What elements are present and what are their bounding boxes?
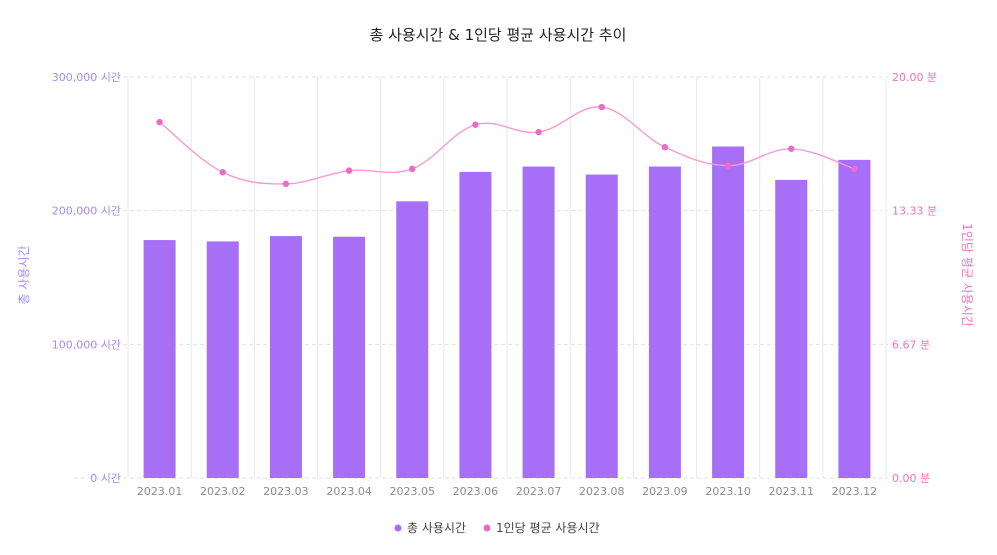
chart-title: 총 사용시간 & 1인당 평균 사용시간 추이 <box>370 26 627 44</box>
avg-usage-point[interactable] <box>409 165 416 173</box>
x-axis-tick-label: 2023.01 <box>137 485 183 498</box>
x-axis-tick-label: 2023.09 <box>642 485 688 498</box>
bar-total-usage[interactable] <box>396 201 429 478</box>
x-axis-tick-label: 2023.11 <box>769 485 815 498</box>
bar-total-usage[interactable] <box>712 146 745 479</box>
avg-usage-point[interactable] <box>724 162 732 169</box>
left-axis-tick-label: 300,000 시간 <box>52 71 121 84</box>
bar-total-usage[interactable] <box>775 179 808 478</box>
avg-usage-point[interactable] <box>472 121 479 128</box>
avg-usage-point[interactable] <box>788 145 795 152</box>
bars-layer <box>143 146 871 479</box>
x-axis-tick-label: 2023.03 <box>263 485 309 498</box>
x-axis-tick-label: 2023.08 <box>579 485 625 498</box>
avg-usage-point[interactable] <box>156 118 163 126</box>
bar-total-usage[interactable] <box>585 174 618 478</box>
axis-right-layer: 0.00 분 6.67 분 13.33 분 20.00 분 <box>892 71 937 485</box>
bar-total-usage[interactable] <box>522 166 555 478</box>
axis-left-layer: 0 시간 100,000 시간 200,000 시간 300,000 시간 <box>52 71 121 485</box>
right-axis-tick-label: 13.33 분 <box>892 205 937 218</box>
x-axis-tick-label: 2023.12 <box>832 485 878 498</box>
left-axis-tick-label: 0 시간 <box>90 472 121 485</box>
bar-total-usage[interactable] <box>459 171 492 479</box>
legend[interactable]: 총 사용시간 1인당 평균 사용시간 <box>394 521 600 535</box>
legend-marker <box>394 524 402 532</box>
x-axis-tick-label: 2023.02 <box>200 485 246 498</box>
legend-label: 1인당 평균 사용시간 <box>496 521 600 535</box>
left-axis-tick-label: 100,000 시간 <box>52 338 121 351</box>
avg-usage-point[interactable] <box>219 169 226 176</box>
avg-usage-point[interactable] <box>345 167 353 174</box>
legend-marker <box>483 524 491 532</box>
x-axis-tick-label: 2023.10 <box>705 485 751 498</box>
bar-total-usage[interactable] <box>838 159 871 478</box>
bar-total-usage[interactable] <box>648 166 681 478</box>
legend-item-avg-usage[interactable]: 1인당 평균 사용시간 <box>483 521 600 535</box>
bar-total-usage[interactable] <box>206 241 239 478</box>
x-axis-tick-label: 2023.04 <box>326 485 372 498</box>
right-axis-title: 1인당 평균 사용시간 <box>960 223 974 327</box>
x-axis-tick-label: 2023.05 <box>390 485 436 498</box>
avg-usage-point[interactable] <box>282 180 290 188</box>
bar-total-usage[interactable] <box>269 236 302 478</box>
legend-label: 총 사용시간 <box>407 521 466 535</box>
left-axis-tick-label: 200,000 시간 <box>52 205 121 218</box>
avg-usage-point[interactable] <box>535 128 542 136</box>
left-axis-title: 총 사용시간 <box>17 245 31 304</box>
legend-item-total-usage[interactable]: 총 사용시간 <box>394 521 467 535</box>
line-layer <box>156 103 858 188</box>
right-axis-tick-label: 20.00 분 <box>892 71 937 84</box>
axis-x-layer: 2023.01 2023.02 2023.03 2023.04 2023.05 2023.… <box>137 485 877 498</box>
right-axis-tick-label: 0.00 분 <box>892 472 930 485</box>
x-axis-tick-label: 2023.07 <box>516 485 562 498</box>
bar-total-usage[interactable] <box>333 236 366 478</box>
bar-total-usage[interactable] <box>143 240 176 478</box>
avg-usage-point[interactable] <box>598 103 605 111</box>
avg-usage-point[interactable] <box>851 165 858 173</box>
x-axis-tick-label: 2023.06 <box>453 485 499 498</box>
avg-usage-point[interactable] <box>661 143 669 151</box>
right-axis-tick-label: 6.67 분 <box>892 338 930 351</box>
avg-usage-line <box>159 106 855 185</box>
